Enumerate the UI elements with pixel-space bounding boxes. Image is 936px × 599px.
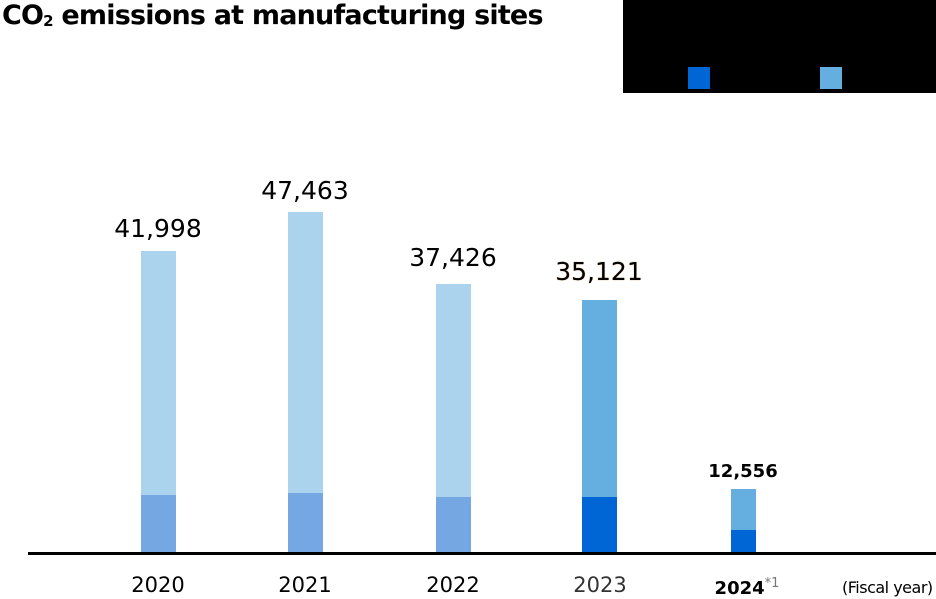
bar-2024 (731, 489, 756, 553)
bar-segment-upper (582, 300, 617, 497)
x-axis-note: (Fiscal year) (842, 578, 933, 597)
bar-value-2024: 12,556 (708, 461, 778, 482)
bar-segment-upper (731, 489, 756, 530)
bar-segment-lower (141, 495, 176, 553)
legend-swatch-light (820, 67, 842, 89)
legend (623, 0, 936, 93)
legend-swatch-dark (688, 67, 710, 89)
bar-value-2021: 47,463 (261, 176, 349, 205)
bar-2023 (582, 300, 617, 553)
bar-value-2022: 37,426 (409, 243, 497, 272)
x-label-2024-year: 2024 (714, 578, 765, 599)
bar-segment-upper (436, 284, 471, 497)
title-subscript: 2 (43, 12, 53, 30)
chart-title: CO2 emissions at manufacturing sites (2, 0, 544, 31)
bar-segment-lower (582, 497, 617, 553)
x-label-2020: 2020 (131, 573, 185, 597)
bar-value-2020: 41,998 (114, 214, 202, 243)
title-text: CO (2, 0, 44, 31)
title-text-rest: emissions at manufacturing sites (52, 0, 543, 31)
bar-segment-lower (436, 497, 471, 553)
bar-2022 (436, 284, 471, 553)
bar-segment-lower (731, 530, 756, 553)
x-label-2024: 2024*1 (697, 576, 797, 599)
bar-segment-lower (288, 493, 323, 553)
x-label-2022: 2022 (426, 573, 480, 597)
bar-value-2023: 35,121 (555, 257, 643, 286)
footnote-marker: *1 (764, 576, 780, 591)
bar-2021 (288, 212, 323, 553)
x-label-2021: 2021 (278, 573, 332, 597)
bar-segment-upper (288, 212, 323, 493)
x-axis-line (28, 552, 936, 555)
bar-2020 (141, 251, 176, 553)
x-label-2023: 2023 (573, 573, 627, 597)
bar-segment-upper (141, 251, 176, 495)
